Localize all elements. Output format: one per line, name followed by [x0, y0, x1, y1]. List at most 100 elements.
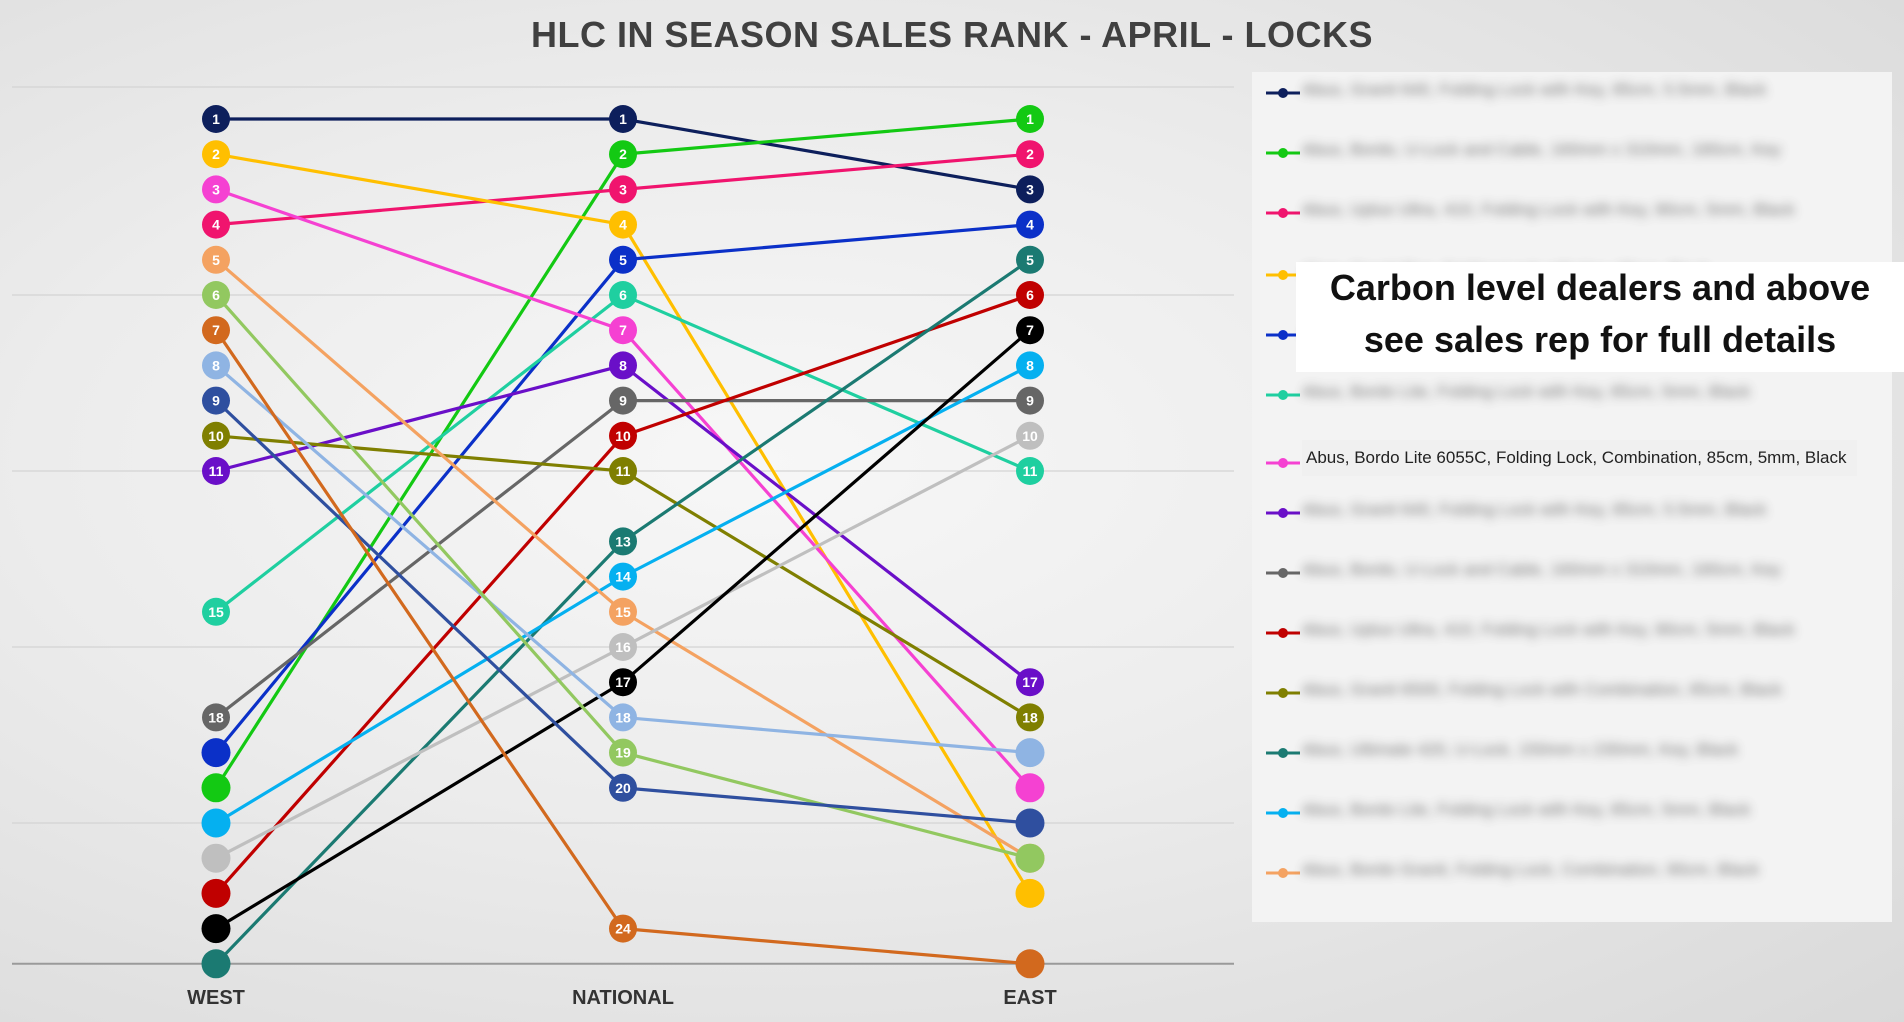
- series-point: 20: [609, 773, 637, 802]
- point-marker: [1016, 210, 1044, 239]
- legend-label: Abus, Bordo Lite, Folding Lock with Key,…: [1302, 382, 1751, 401]
- series-point: [201, 773, 231, 803]
- point-label: 9: [1026, 393, 1034, 409]
- point-marker: [201, 914, 231, 944]
- series-point: [1015, 878, 1045, 908]
- point-label: 24: [615, 921, 631, 937]
- legend-item: Abus, Granit 640, Folding Lock with Key,…: [1252, 76, 1892, 116]
- point-marker: [202, 386, 230, 415]
- legend-label: Abus, Granit 6500, Folding Lock with Com…: [1302, 680, 1783, 699]
- point-label: 8: [212, 357, 220, 373]
- legend-item: Abus, Bordo Lite, Folding Lock with Key,…: [1252, 796, 1892, 836]
- series-point: [201, 738, 231, 768]
- series-point: 6: [1016, 281, 1044, 309]
- x-axis-label: WEST: [187, 987, 245, 1009]
- point-label: 13: [615, 533, 631, 549]
- series-point: 2: [609, 140, 637, 169]
- point-label: 14: [615, 569, 631, 585]
- series-point: 8: [1016, 351, 1044, 380]
- point-label: 15: [615, 604, 631, 620]
- point-label: 11: [1023, 463, 1038, 479]
- series-point: [1015, 843, 1045, 873]
- point-label: 9: [212, 393, 220, 409]
- series-point: 17: [1016, 668, 1044, 697]
- legend-item: Abus, Bordo Lite, Folding Lock with Key,…: [1252, 378, 1892, 418]
- point-label: 19: [615, 745, 631, 761]
- series-point: 11: [1016, 457, 1044, 485]
- point-label: 18: [615, 709, 631, 725]
- point-label: 4: [619, 217, 627, 233]
- series-point: 1: [1016, 105, 1044, 133]
- point-label: 18: [208, 709, 224, 725]
- point-marker: [609, 668, 637, 697]
- point-label: 17: [1022, 674, 1038, 690]
- series-point: 17: [609, 668, 637, 697]
- point-marker: [1016, 351, 1044, 380]
- legend-label: Abus, Uplus Ultra, 410, Folding Lock wit…: [1302, 200, 1795, 219]
- x-axis-labels: WEST NATIONAL EAST: [187, 987, 1057, 1009]
- legend-marker-icon: [1266, 508, 1300, 518]
- point-marker: [1016, 421, 1044, 450]
- legend-marker-icon: [1266, 330, 1300, 340]
- point-label: 11: [616, 463, 631, 479]
- point-marker: [201, 773, 231, 803]
- series-point: 1: [202, 105, 230, 133]
- point-marker: [1016, 281, 1044, 309]
- legend-item: Abus, Uplus Ultra, 410, Folding Lock wit…: [1252, 616, 1892, 656]
- series-point: 24: [609, 914, 637, 943]
- legend-item: Abus, Granit 640, Folding Lock with Key,…: [1252, 496, 1892, 536]
- series-point: 3: [609, 175, 637, 204]
- point-marker: [1016, 457, 1044, 485]
- series-point: 11: [202, 457, 230, 485]
- point-label: 1: [619, 111, 627, 127]
- point-marker: [609, 245, 637, 274]
- overlay-note: Carbon level dealers and above see sales…: [1296, 262, 1904, 372]
- series-point: 9: [1016, 386, 1044, 415]
- series-point: 2: [202, 140, 230, 169]
- point-label: 6: [619, 287, 627, 303]
- x-axis-label: EAST: [1003, 987, 1056, 1009]
- series-point: [201, 843, 231, 873]
- legend-label: Abus, Granit 640, Folding Lock with Key,…: [1302, 500, 1767, 519]
- point-label: 2: [212, 146, 220, 162]
- point-marker: [609, 633, 637, 661]
- x-axis-label: NATIONAL: [572, 987, 674, 1009]
- point-marker: [609, 703, 637, 732]
- point-label: 18: [1022, 709, 1038, 725]
- point-label: 3: [619, 181, 627, 197]
- legend-item: Abus, Granit 6500, Folding Lock with Com…: [1252, 676, 1892, 716]
- point-marker: [609, 914, 637, 943]
- point-label: 7: [212, 322, 220, 338]
- point-label: 7: [1026, 322, 1034, 338]
- point-marker: [1015, 843, 1045, 873]
- point-marker: [609, 773, 637, 802]
- legend-marker-icon: [1266, 748, 1300, 758]
- legend-item: Abus, Bordo Lite 6055C, Folding Lock, Co…: [1252, 440, 1892, 486]
- point-label: 10: [615, 428, 631, 444]
- point-marker: [202, 245, 230, 274]
- legend-marker-icon: [1266, 568, 1300, 578]
- point-label: 20: [615, 780, 631, 796]
- series-point: 10: [1016, 421, 1044, 450]
- series-point: 19: [609, 738, 637, 767]
- legend-label: Abus, Bordo Lite 6055C, Folding Lock, Co…: [1302, 440, 1857, 476]
- point-marker: [609, 175, 637, 204]
- point-marker: [609, 597, 637, 626]
- series-line-7: [215, 187, 1032, 789]
- point-label: 6: [1026, 287, 1034, 303]
- point-marker: [1015, 738, 1045, 768]
- point-marker: [202, 597, 230, 626]
- legend-item: Abus, Uplus Ultra, 410, Folding Lock wit…: [1252, 196, 1892, 236]
- series-point: 9: [202, 386, 230, 415]
- legend-marker-icon: [1266, 458, 1300, 468]
- series-point: 7: [202, 316, 230, 345]
- legend-label: Abus, Bordo Lite, Folding Lock with Key,…: [1302, 800, 1751, 819]
- point-marker: [1015, 808, 1045, 838]
- point-marker: [1016, 175, 1044, 204]
- series-point: 11: [609, 457, 637, 485]
- point-marker: [202, 210, 230, 239]
- point-marker: [1016, 668, 1044, 697]
- series-point: 18: [202, 703, 230, 732]
- point-marker: [201, 808, 231, 838]
